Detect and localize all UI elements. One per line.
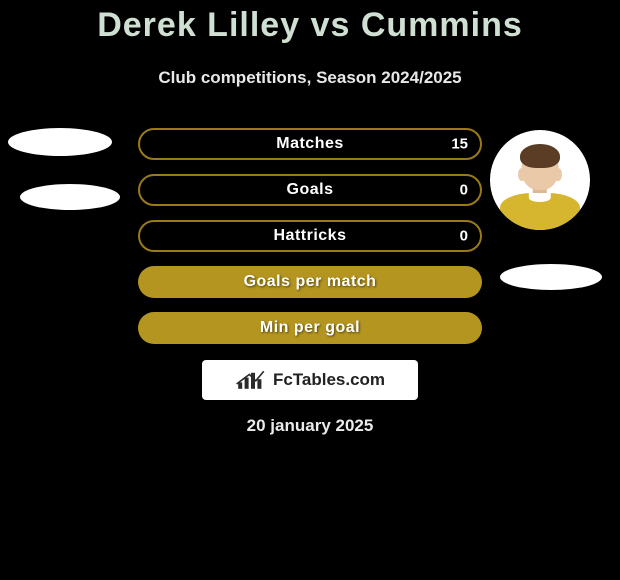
avatar-hair xyxy=(520,144,560,169)
stat-value: 0 xyxy=(460,228,468,245)
stat-value: 15 xyxy=(451,136,468,153)
stat-label: Matches xyxy=(276,135,344,153)
site-logo[interactable]: FcTables.com xyxy=(202,360,418,400)
snapshot-date: 20 january 2025 xyxy=(0,416,620,436)
player2-name: Cummins xyxy=(361,6,523,44)
logo-text: FcTables.com xyxy=(273,370,385,390)
stat-label: Min per goal xyxy=(260,319,360,337)
avatar-graphic xyxy=(500,142,580,230)
stat-value: 0 xyxy=(460,182,468,199)
left-placeholder-oval xyxy=(8,128,112,156)
stat-bar: Goals per match xyxy=(138,266,482,298)
player2-avatar xyxy=(490,130,590,230)
stat-bar: Hattricks 0 xyxy=(138,220,482,252)
right-placeholder-oval xyxy=(500,264,602,290)
stat-label: Goals xyxy=(287,181,334,199)
stat-bar: Min per goal xyxy=(138,312,482,344)
stat-label: Hattricks xyxy=(274,227,347,245)
stat-label: Goals per match xyxy=(244,273,377,291)
left-placeholder-oval xyxy=(20,184,120,210)
player1-name: Derek Lilley xyxy=(97,6,300,44)
avatar-collar xyxy=(529,193,551,202)
bar-chart-icon xyxy=(235,368,267,392)
stat-bars: Matches 15 Goals 0 Hattricks 0 Goals per match… xyxy=(138,128,482,358)
subtitle: Club competitions, Season 2024/2025 xyxy=(0,68,620,88)
page-title: Derek Lilley vs Cummins xyxy=(0,6,620,45)
stat-bar: Matches 15 xyxy=(138,128,482,160)
stat-bar: Goals 0 xyxy=(138,174,482,206)
comparison-card: Derek Lilley vs Cummins Club competition… xyxy=(0,6,620,580)
vs-text: vs xyxy=(311,6,351,44)
